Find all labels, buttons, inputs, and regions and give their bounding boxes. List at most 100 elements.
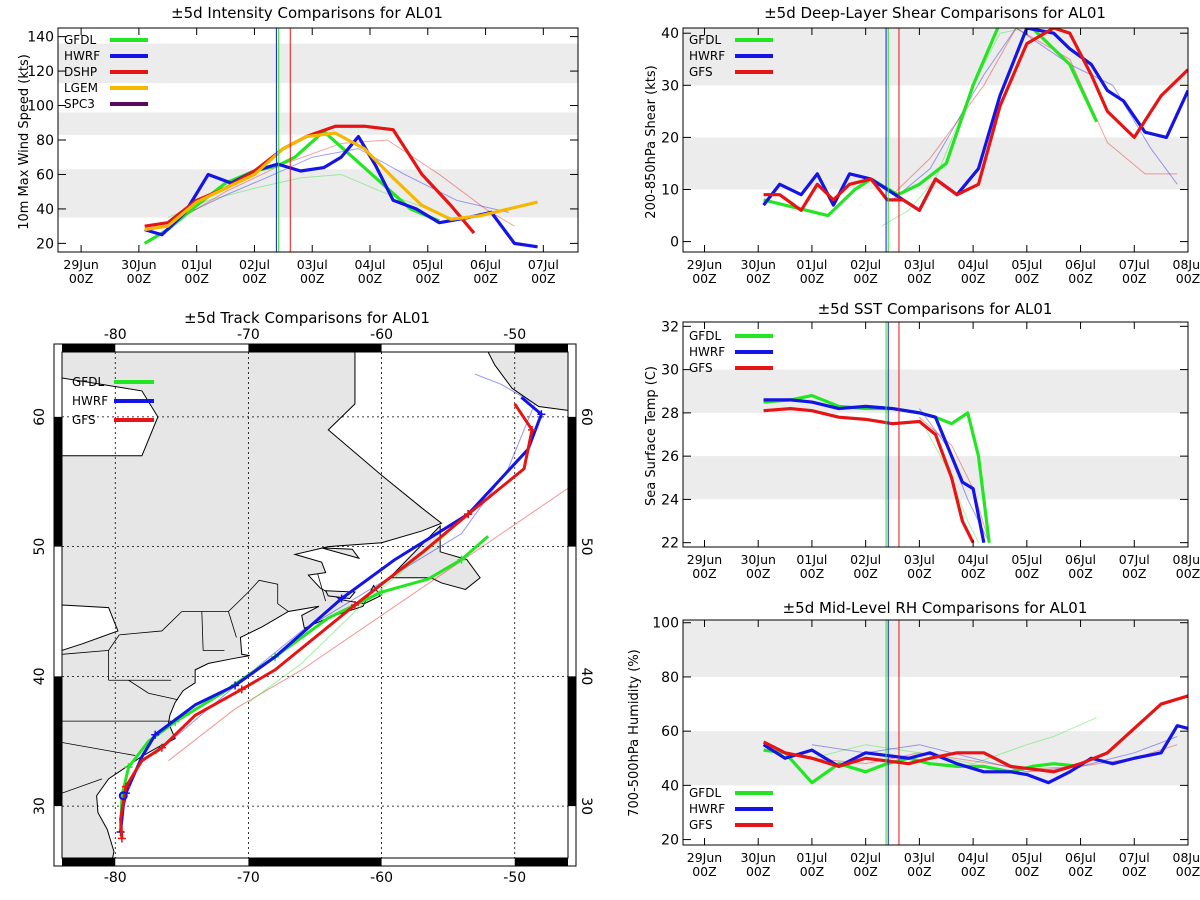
sst-legend-label: HWRF	[689, 345, 725, 359]
shear-legend-label: GFS	[689, 65, 713, 79]
track-start-marker	[118, 791, 128, 801]
rh-legend-label: GFDL	[689, 786, 721, 800]
shear-ytick-label: 20	[661, 130, 679, 146]
track-panel: ±5d Track Comparisons for AL01 -80 -80 -70…	[32, 309, 594, 886]
sst-title: ±5d SST Comparisons for AL01	[818, 300, 1053, 318]
rh-title: ±5d Mid-Level RH Comparisons for AL01	[783, 599, 1088, 617]
intensity-series-lgem-line	[144, 131, 538, 232]
political-border	[62, 778, 103, 794]
track-gfdl-marker	[377, 588, 386, 597]
shear-ytick-label: 30	[661, 78, 679, 94]
sst-xtick-hour-label: 00Z	[1068, 566, 1092, 581]
track-lon-label-top: -60	[370, 327, 393, 343]
track-hwrf-marker	[337, 594, 346, 603]
track-lon-label-top: -80	[104, 327, 127, 343]
sst-xtick-date-label: 06Jul	[1065, 552, 1096, 567]
rh-xtick-hour-label: 00Z	[1015, 864, 1039, 879]
intensity-xtick-hour-label: 00Z	[184, 271, 208, 286]
sst-xtick-date-label: 08Jul	[1173, 552, 1200, 567]
rh-xtick-hour-label: 00Z	[1176, 864, 1200, 879]
rh-xtick-hour-label: 00Z	[1122, 864, 1146, 879]
shear-xtick-date-label: 07Jul	[1119, 257, 1150, 272]
sst-ytick-label: 22	[661, 536, 679, 552]
track-lat-label-left: 30	[32, 797, 48, 815]
track-legend-label: GFDL	[72, 375, 104, 389]
track-frame-bottom-segment	[248, 858, 382, 866]
rh-xtick-date-label: 05Jul	[1011, 850, 1042, 865]
rh-xtick-date-label: 03Jul	[904, 850, 935, 865]
shear-title: ±5d Deep-Layer Shear Comparisons for AL0…	[764, 4, 1106, 22]
shear-xtick-hour-label: 00Z	[853, 271, 877, 286]
landmass	[321, 547, 361, 560]
intensity-xtick-hour-label: 00Z	[300, 271, 324, 286]
sst-plot-area	[763, 393, 991, 544]
shear-xtick-date-label: 29Jun	[687, 257, 722, 272]
intensity-xtick-date-label: 01Jul	[181, 257, 212, 272]
track-lon-label-top: -70	[237, 327, 260, 343]
intensity-ytick-label: 20	[36, 236, 54, 252]
sst-xtick-hour-label: 00Z	[961, 566, 985, 581]
shear-xtick-hour-label: 00Z	[800, 271, 824, 286]
track-legend-label: GFS	[72, 413, 96, 427]
shear-xtick-hour-label: 00Z	[1176, 271, 1200, 286]
shear-faint-hwrf-line	[892, 28, 1178, 201]
track-outer-frame	[53, 343, 577, 867]
sst-xtick-date-label: 30Jun	[740, 552, 775, 567]
sst-series-hwrf-line	[763, 398, 986, 543]
intensity-ytick-label: 100	[27, 99, 54, 115]
shear-axes-frame	[682, 27, 1189, 253]
rh-xtick-hour-label: 00Z	[907, 864, 931, 879]
intensity-ytick-label: 140	[27, 30, 54, 46]
landmass	[487, 352, 568, 411]
rh-xtick-date-label: 07Jul	[1119, 850, 1150, 865]
track-lat-label-right: 60	[578, 408, 594, 426]
track-gfs-marker	[117, 834, 126, 843]
shear-xtick-date-label: 30Jun	[740, 257, 775, 272]
intensity-xtick-date-label: 04Jul	[355, 257, 386, 272]
track-hwrf-marker	[231, 681, 240, 690]
intensity-legend-label: HWRF	[64, 49, 100, 63]
sst-ytick-label: 26	[661, 449, 679, 465]
track-hwrf-marker	[151, 730, 160, 739]
track-lon-label-bottom: -80	[104, 870, 127, 886]
track-frame-top-segment	[514, 344, 568, 352]
sst-legend-label: GFDL	[689, 329, 721, 343]
sst-ytick-label: 30	[661, 363, 679, 379]
rh-xtick-date-label: 01Jul	[796, 850, 827, 865]
shear-legend-label: GFDL	[689, 33, 721, 47]
shear-xtick-hour-label: 00Z	[907, 271, 931, 286]
track-frame-right-segment	[568, 416, 576, 547]
intensity-faint-gfdl-line	[167, 173, 428, 218]
track-lat-label-right: 40	[578, 667, 594, 685]
sst-xtick-hour-label: 00Z	[746, 566, 770, 581]
rh-xtick-date-label: 30Jun	[740, 850, 775, 865]
sst-xtick-hour-label: 00Z	[692, 566, 716, 581]
shear-series-gfdl-line	[763, 28, 1099, 218]
great-lakes	[62, 604, 119, 651]
intensity-xtick-date-label: 29Jun	[63, 257, 98, 272]
intensity-faint-gfs-line	[167, 139, 515, 227]
sst-xtick-hour-label: 00Z	[800, 566, 824, 581]
track-lon-label-bottom: -60	[370, 870, 393, 886]
shear-series-gfs-line	[763, 28, 1188, 212]
track-faint-gfdl-line	[248, 533, 449, 703]
shear-ytick-label: 40	[661, 26, 679, 42]
track-frame-left-segment	[54, 416, 62, 547]
shear-plot-area	[762, 28, 1188, 227]
track-gfs-marker	[157, 743, 166, 752]
track-gfs-marker	[464, 510, 473, 519]
sst-xtick-date-label: 07Jul	[1119, 552, 1150, 567]
rh-faint-hwrf-line	[811, 736, 1178, 773]
shear-xtick-hour-label: 00Z	[1068, 271, 1092, 286]
track-gfdl-marker	[124, 763, 133, 772]
sst-xtick-date-label: 02Jul	[850, 552, 881, 567]
intensity-legend-label: SPC3	[64, 97, 95, 111]
track-legend-label: HWRF	[72, 394, 108, 408]
intensity-panel: ±5d Intensity Comparisons for AL01 10m M…	[17, 4, 579, 286]
intensity-faint-hwrf-line	[167, 148, 509, 224]
rh-xtick-hour-label: 00Z	[1068, 864, 1092, 879]
rh-ytick-label: 40	[661, 778, 679, 794]
intensity-plot-area	[143, 124, 538, 249]
track-gfs-marker	[528, 425, 537, 434]
sst-xtick-date-label: 03Jul	[904, 552, 935, 567]
